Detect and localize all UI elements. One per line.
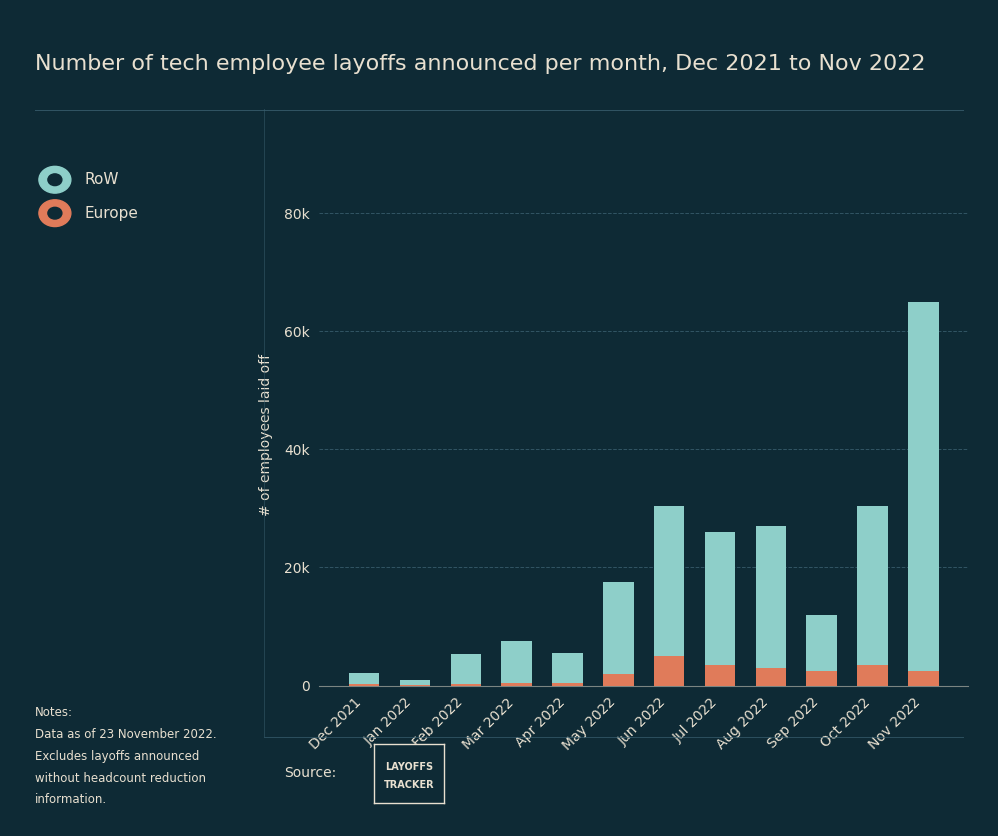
Bar (603, 582, 634, 674)
Bar (603, 674, 634, 686)
Bar (705, 532, 736, 665)
Bar (501, 683, 532, 686)
Text: TRACKER: TRACKER (384, 780, 434, 790)
Bar (552, 682, 583, 686)
Bar (399, 685, 430, 686)
Bar (399, 680, 430, 685)
Y-axis label: # of employees laid off: # of employees laid off (258, 354, 272, 516)
Text: LAYOFFS: LAYOFFS (385, 762, 433, 772)
Bar (552, 653, 583, 682)
Bar (755, 526, 786, 668)
Bar (654, 506, 685, 656)
Text: Notes:: Notes: (35, 706, 73, 720)
Text: without headcount reduction: without headcount reduction (35, 772, 206, 785)
Bar (450, 684, 481, 686)
Bar (705, 665, 736, 686)
Bar (755, 668, 786, 686)
Bar (654, 656, 685, 686)
Text: Data as of 23 November 2022.: Data as of 23 November 2022. (35, 728, 217, 742)
Text: Europe: Europe (85, 206, 139, 221)
Text: Number of tech employee layoffs announced per month, Dec 2021 to Nov 2022: Number of tech employee layoffs announce… (35, 54, 925, 74)
Bar (908, 302, 938, 670)
Bar (349, 672, 379, 685)
Text: Source:: Source: (284, 767, 336, 780)
Bar (501, 640, 532, 683)
Bar (450, 655, 481, 684)
Bar (806, 670, 837, 686)
Text: RoW: RoW (85, 172, 120, 187)
Bar (806, 614, 837, 670)
Text: Excludes layoffs announced: Excludes layoffs announced (35, 750, 200, 763)
Bar (857, 506, 888, 665)
Circle shape (48, 174, 62, 186)
Text: information.: information. (35, 793, 107, 807)
Circle shape (39, 166, 71, 193)
Bar (857, 665, 888, 686)
Circle shape (39, 200, 71, 227)
Bar (349, 685, 379, 686)
Circle shape (48, 207, 62, 219)
Bar (908, 670, 938, 686)
